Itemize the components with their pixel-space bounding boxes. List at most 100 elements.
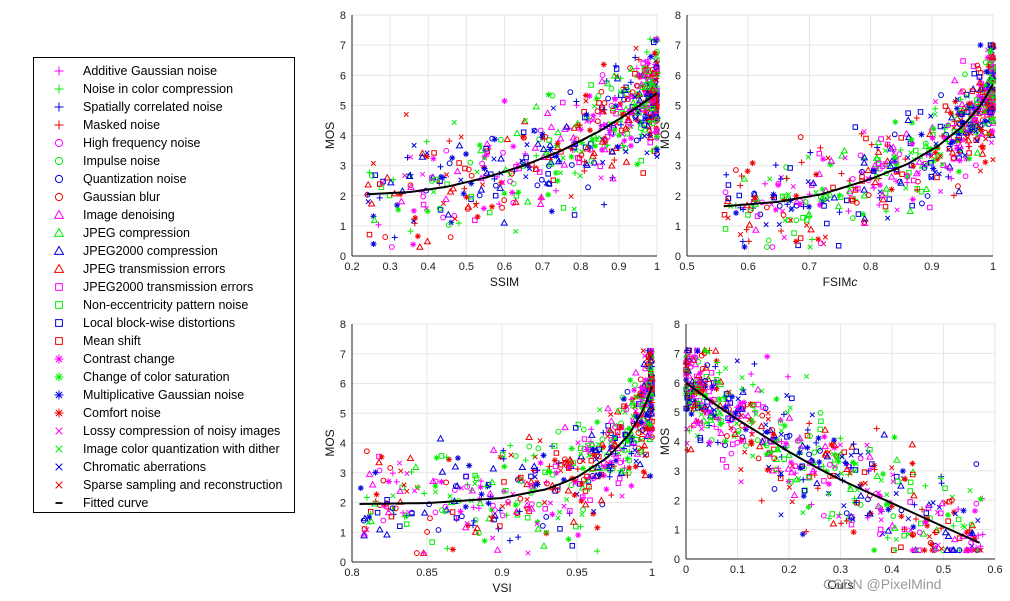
data-point	[640, 170, 647, 176]
data-point	[910, 177, 917, 184]
data-point	[762, 429, 768, 435]
x-tick-label: 0.8	[344, 567, 359, 579]
legend-entry: Masked noise	[34, 116, 294, 134]
data-point	[970, 63, 977, 70]
data-point	[396, 487, 405, 494]
data-point	[922, 140, 929, 147]
data-point	[969, 88, 976, 94]
data-point	[473, 524, 482, 531]
data-point	[702, 383, 709, 390]
legend-entry: Image color quantization with dither	[34, 440, 294, 458]
legend-marker	[54, 354, 64, 364]
data-point	[499, 512, 506, 519]
data-point	[918, 188, 925, 195]
data-point	[976, 74, 983, 80]
data-point	[520, 134, 527, 141]
data-point	[474, 213, 481, 220]
data-point	[738, 466, 744, 473]
data-point	[968, 529, 977, 536]
data-point	[711, 407, 717, 413]
data-point	[508, 170, 515, 177]
data-point	[932, 111, 938, 118]
data-point	[407, 182, 414, 189]
data-point	[499, 204, 505, 211]
data-point	[647, 473, 654, 480]
x-axis-label-suffix: c	[851, 275, 857, 289]
data-point	[638, 419, 645, 426]
data-point	[826, 481, 833, 488]
data-point	[763, 204, 770, 211]
data-point	[499, 503, 506, 510]
data-point	[711, 423, 718, 430]
data-point	[390, 493, 396, 499]
data-point	[973, 162, 979, 169]
data-point	[472, 472, 478, 479]
data-point	[564, 486, 573, 494]
data-point	[468, 193, 475, 200]
data-point	[733, 209, 740, 216]
legend-entry: Contrast change	[34, 350, 294, 368]
legend-entry-label: Comfort noise	[83, 406, 161, 420]
data-point	[380, 517, 387, 524]
data-point	[916, 547, 922, 553]
data-point	[641, 133, 648, 139]
data-point	[537, 438, 543, 444]
data-point	[807, 225, 815, 233]
data-point	[599, 501, 606, 508]
data-point	[594, 524, 601, 531]
data-point	[646, 435, 654, 442]
data-point	[968, 521, 975, 528]
data-point	[608, 147, 617, 155]
data-point	[962, 546, 971, 553]
data-point	[945, 173, 952, 180]
x-tick-label: 0.5	[679, 261, 694, 273]
data-point	[510, 143, 517, 150]
data-point	[363, 448, 370, 455]
data-point	[952, 511, 958, 517]
data-point	[977, 168, 983, 174]
data-point	[871, 178, 880, 185]
data-point	[366, 231, 373, 238]
data-point	[485, 500, 492, 507]
data-point	[893, 455, 901, 463]
data-point	[711, 347, 720, 354]
data-point	[472, 480, 478, 487]
data-point	[706, 439, 713, 446]
data-point	[445, 222, 452, 228]
data-point	[608, 411, 614, 417]
data-point	[883, 208, 890, 215]
data-point	[928, 113, 934, 119]
data-point	[587, 431, 596, 438]
data-point	[596, 471, 603, 478]
data-point	[442, 503, 449, 510]
data-point	[909, 460, 916, 467]
legend-entry: Comfort noise	[34, 404, 294, 422]
triangle-marker-icon	[53, 263, 65, 273]
data-point	[925, 501, 933, 508]
x-tick-label: 0.9	[924, 261, 939, 273]
data-point	[460, 190, 467, 197]
data-point	[397, 523, 403, 529]
y-tick-label: 6	[340, 70, 346, 82]
data-point	[864, 442, 870, 448]
data-point	[764, 353, 771, 360]
data-point	[845, 208, 852, 215]
data-point	[600, 61, 607, 68]
y-tick-label: 0	[340, 557, 346, 569]
data-point	[751, 226, 760, 233]
data-point	[865, 192, 872, 199]
data-point	[989, 42, 996, 49]
data-point	[614, 143, 621, 150]
data-point	[613, 66, 620, 72]
data-point	[825, 491, 832, 498]
x-axis-label-text: Ours	[827, 578, 853, 592]
data-point	[938, 499, 947, 507]
data-point	[508, 452, 514, 458]
data-point	[407, 228, 414, 235]
data-point	[554, 487, 561, 493]
data-point	[898, 513, 905, 520]
data-point	[842, 155, 848, 161]
data-point	[589, 446, 596, 453]
data-point	[491, 511, 499, 519]
data-point	[989, 70, 996, 77]
